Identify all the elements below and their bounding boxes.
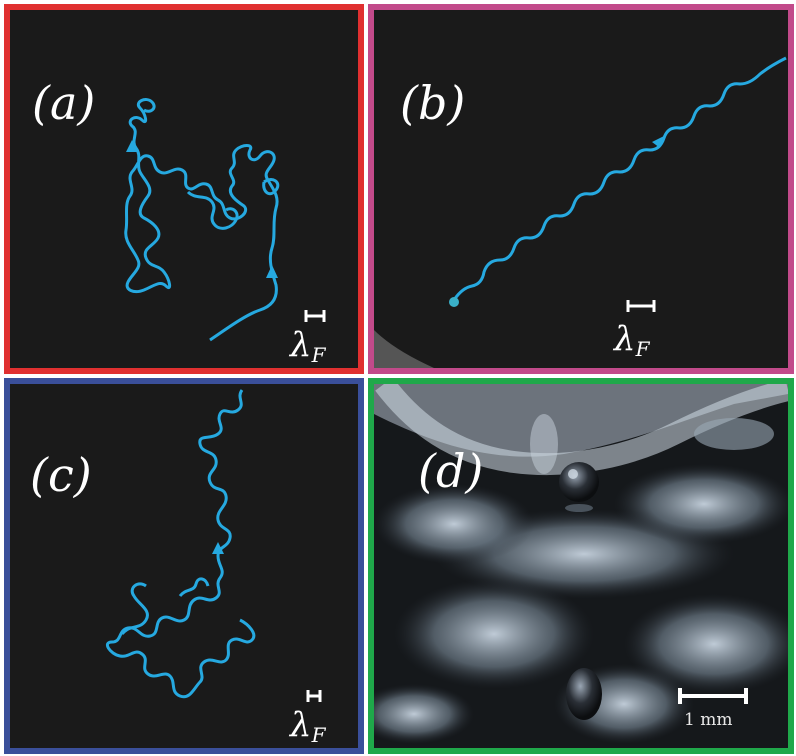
trajectory-c: [106, 389, 256, 699]
lambda-label-b: λF: [614, 319, 650, 361]
panel-d: (d) 1 mm: [368, 378, 794, 754]
lambda-label-a: λF: [290, 325, 326, 367]
scale-label-d: 1 mm: [684, 710, 733, 730]
panel-a-label: (a): [32, 76, 96, 130]
panel-b: (b) λF: [368, 4, 794, 374]
panel-c: (c) λF: [4, 378, 364, 754]
panel-c-label: (c): [30, 448, 92, 502]
panel-d-label: (d): [418, 444, 484, 498]
lambda-label-c: λF: [290, 705, 326, 747]
trajectory-a: [124, 98, 280, 342]
trajectory-b: [374, 56, 787, 368]
panel-b-label: (b): [400, 76, 466, 130]
panel-a: (a) λF: [4, 4, 364, 374]
droplet-photo: [374, 384, 788, 748]
